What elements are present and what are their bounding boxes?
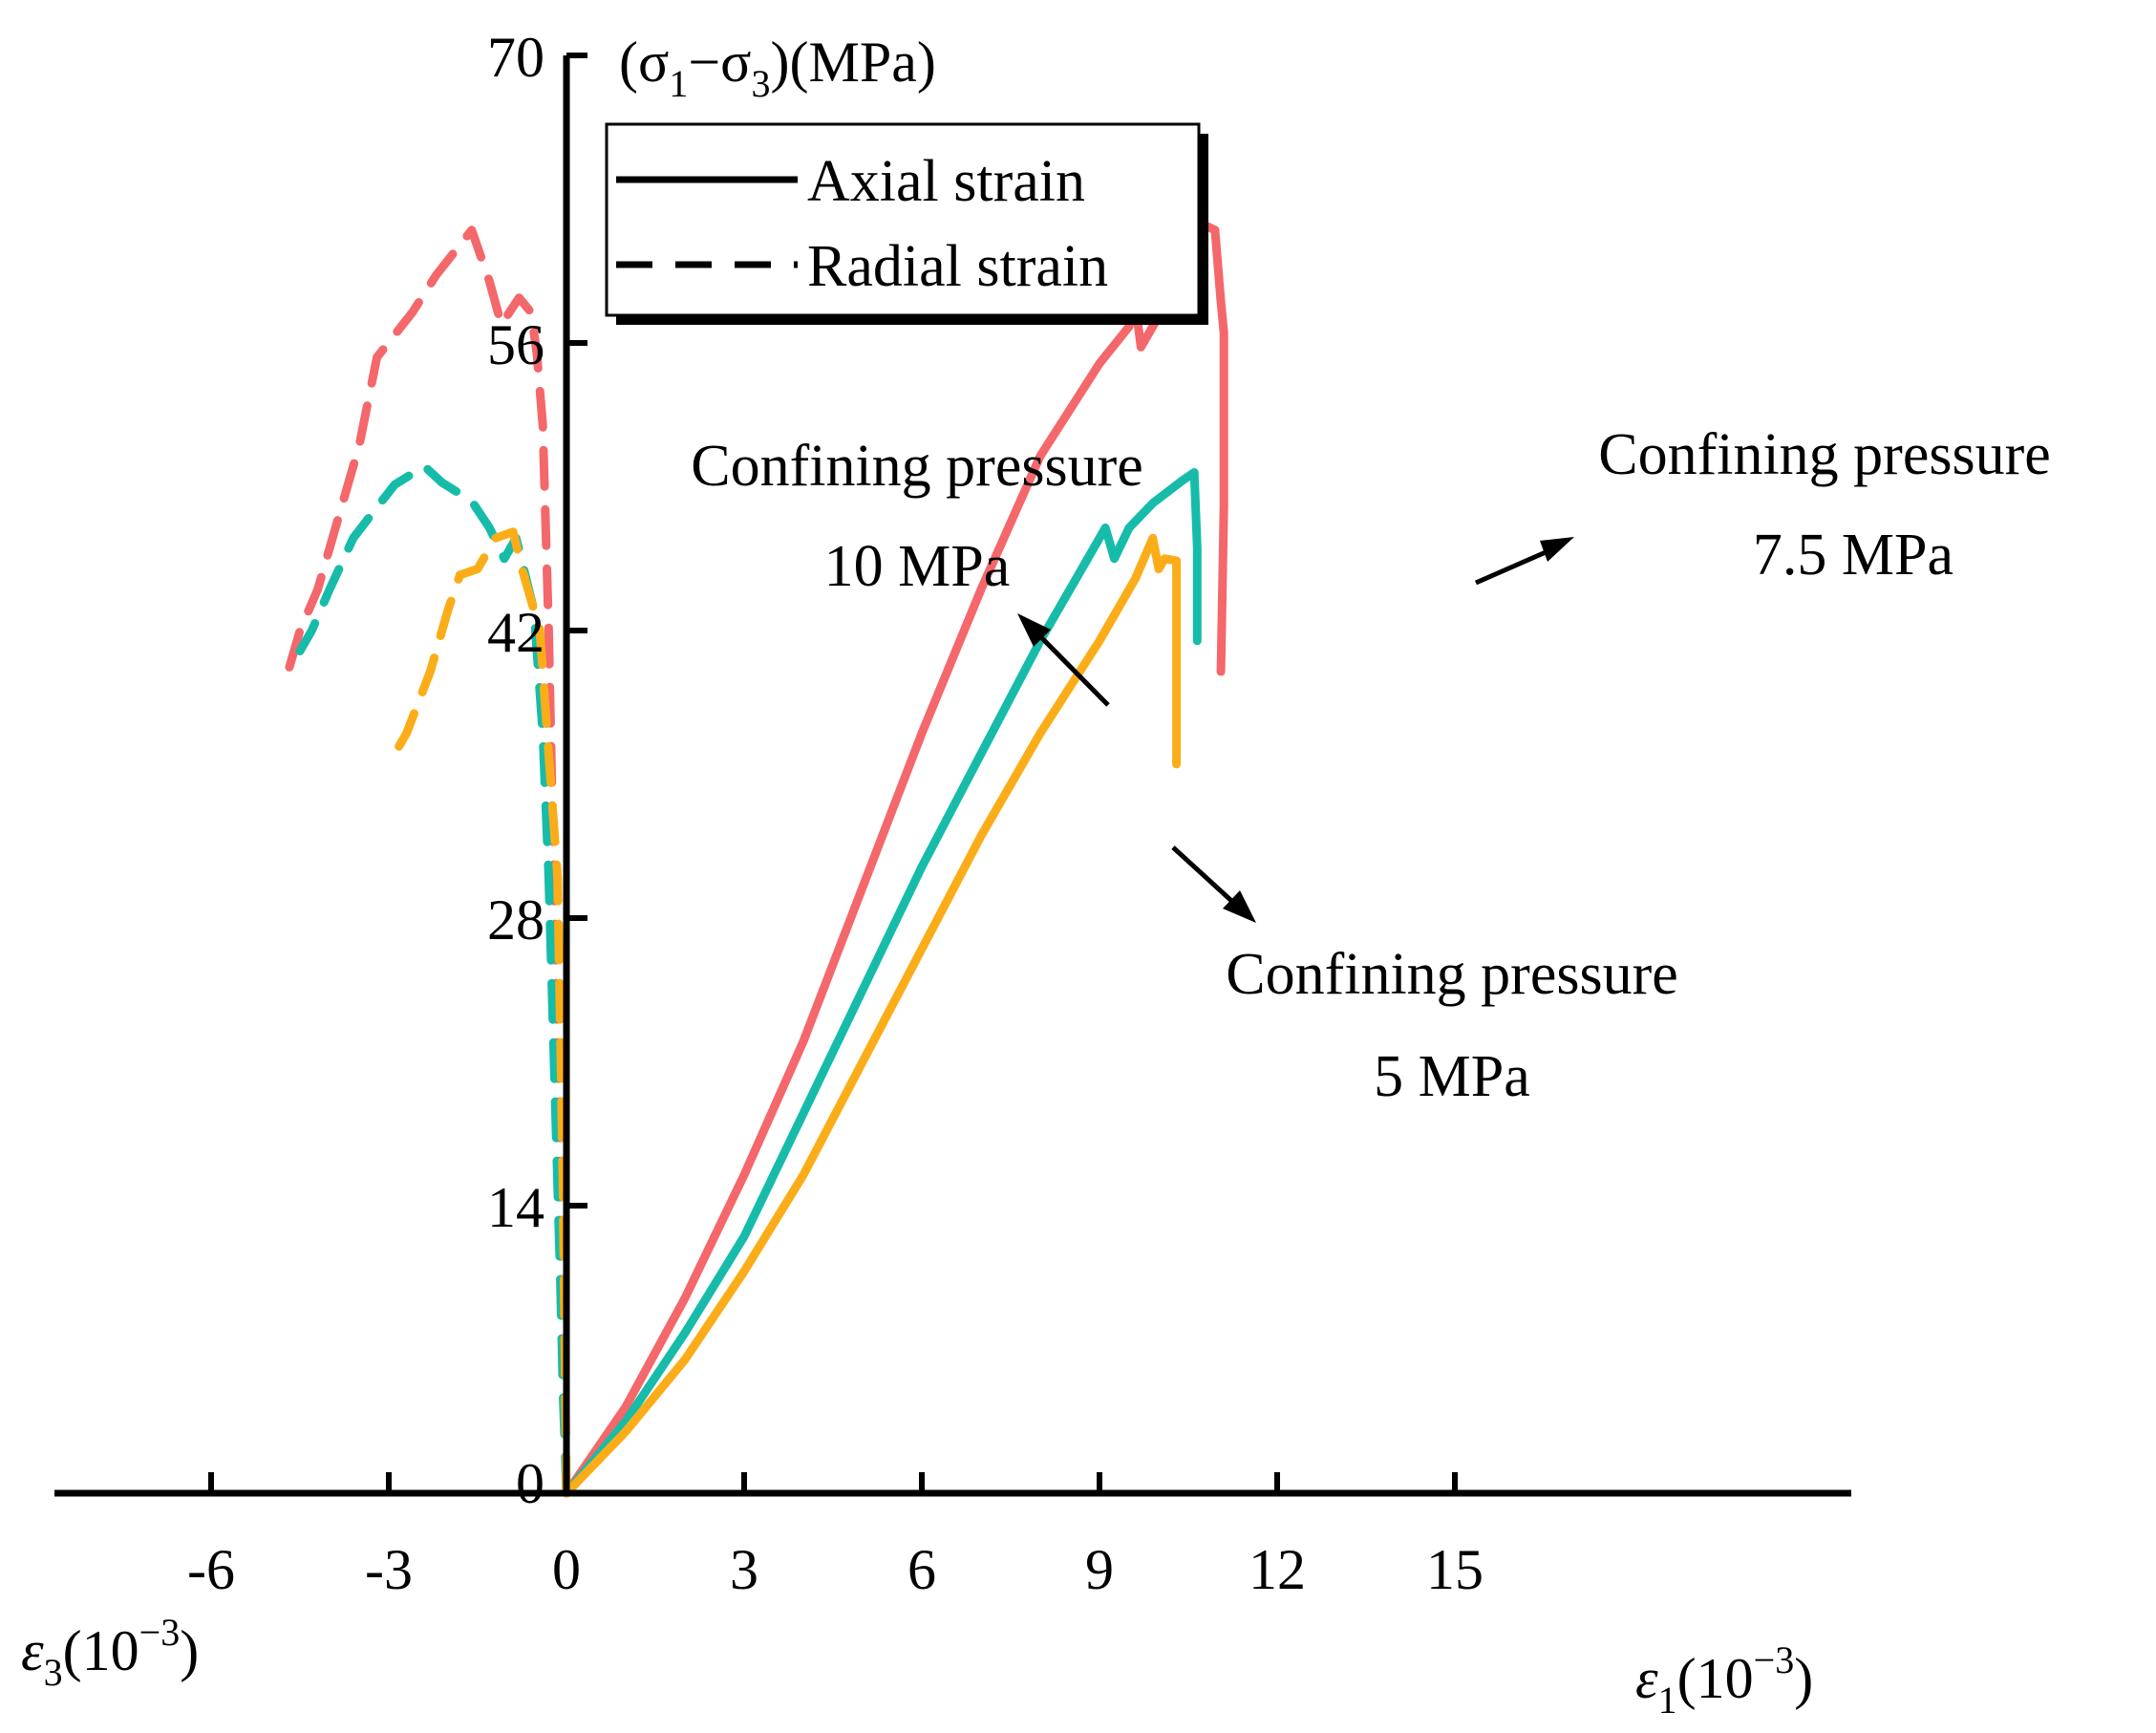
annotation-5mpa-line2: 5 MPa	[1374, 1044, 1530, 1109]
x-axis-title-left: ε3(10−3)	[21, 1611, 199, 1694]
x-tick-label: -3	[365, 1538, 413, 1601]
annotation-7-5mpa-line1: Confining pressure	[1598, 422, 2051, 487]
x-tick-label: -6	[187, 1538, 235, 1601]
series-0-radial-line	[284, 225, 571, 1498]
series-2-radial-line	[384, 527, 571, 1498]
y-tick-label: 0	[516, 1452, 544, 1515]
y-tick-label: 70	[487, 26, 544, 89]
annotation-10mpa-line2: 10 MPa	[824, 534, 1011, 599]
series-2-axial-line	[562, 533, 1182, 1498]
annotation-7-5mpa-line2: 7.5 MPa	[1753, 523, 1953, 588]
y-tick-label: 42	[487, 601, 544, 664]
x-tick-label: 15	[1426, 1538, 1484, 1601]
y-tick-label: 14	[487, 1176, 544, 1239]
series-1-radial-line	[295, 461, 571, 1498]
legend-radial-label: Radial strain	[807, 234, 1108, 299]
y-axis-title: (σ1−σ3)(MPa)	[619, 31, 936, 105]
x-tick-label: 12	[1249, 1538, 1306, 1601]
annotation-7-5mpa-arrow-line	[1474, 546, 1554, 586]
series-0-axial-line	[562, 222, 1228, 1498]
annotation-10mpa-line1: Confining pressure	[691, 434, 1143, 499]
x-tick-label: 9	[1085, 1538, 1114, 1601]
annotation-10mpa: Confining pressure 10 MPa	[691, 434, 1143, 707]
x-tick-label: 3	[730, 1538, 758, 1601]
annotation-5mpa-arrow-line	[1171, 845, 1241, 909]
ticks-layer: -6 -3 0 3 6 9 12 15 0 14 28 42 56 70	[187, 26, 1484, 1601]
x-tick-label: 6	[907, 1538, 936, 1601]
x-axis-title-right: ε1(10−3)	[1635, 1638, 1813, 1722]
legend-box	[605, 122, 1201, 317]
annotation-10mpa-arrow-line	[1030, 626, 1110, 707]
y-tick-label: 56	[487, 313, 544, 376]
series-1-axial-line	[562, 468, 1202, 1498]
y-tick-label: 28	[487, 888, 544, 952]
series-layer	[284, 222, 1228, 1498]
legend: Axial strain Radial strain	[605, 122, 1208, 325]
annotation-7-5mpa-arrowhead	[1540, 537, 1574, 562]
legend-axial-label: Axial strain	[807, 149, 1085, 214]
annotation-5mpa: Confining pressure 5 MPa	[1171, 845, 1678, 1109]
annotation-5mpa-line1: Confining pressure	[1226, 942, 1678, 1007]
annotation-10mpa-arrowhead	[1017, 613, 1051, 647]
annotation-5mpa-arrowhead	[1223, 890, 1256, 923]
x-tick-label: 0	[552, 1538, 581, 1601]
annotation-7-5mpa: Confining pressure 7.5 MPa	[1474, 422, 2051, 588]
